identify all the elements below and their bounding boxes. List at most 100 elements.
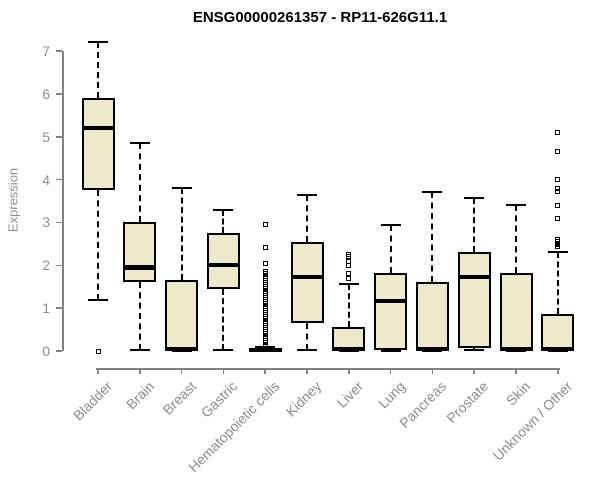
- median-line: [206, 263, 240, 268]
- y-tick-label: 0: [42, 343, 50, 359]
- median-line: [499, 347, 533, 352]
- upper-whisker: [473, 198, 476, 253]
- x-tick: [557, 368, 559, 374]
- outlier-point: [346, 275, 352, 281]
- outlier-point: [555, 215, 561, 221]
- upper-whisker: [431, 192, 434, 282]
- lower-whisker-cap: [380, 350, 401, 352]
- x-tick: [348, 368, 350, 374]
- y-tick-label: 6: [42, 85, 50, 102]
- box: [290, 241, 324, 324]
- lower-whisker-cap: [213, 348, 234, 351]
- upper-whisker: [97, 42, 99, 99]
- outlier-point: [262, 343, 268, 349]
- upper-whisker: [556, 252, 559, 315]
- y-tick: [56, 221, 62, 224]
- x-tick: [473, 368, 475, 374]
- outlier-point: [95, 348, 101, 354]
- x-tick: [515, 368, 517, 374]
- x-axis-line: [96, 368, 560, 370]
- upper-whisker-cap: [171, 187, 192, 190]
- outlier-point: [555, 149, 561, 155]
- x-tick: [389, 368, 392, 374]
- upper-whisker-cap: [338, 283, 359, 286]
- lower-whisker-cap: [129, 348, 150, 351]
- upper-whisker-cap: [422, 191, 443, 194]
- box: [541, 314, 575, 351]
- outlier-point: [262, 244, 268, 250]
- upper-whisker-cap: [380, 223, 401, 226]
- y-tick: [56, 350, 62, 352]
- lower-whisker: [306, 323, 308, 351]
- upper-whisker-cap: [506, 204, 526, 207]
- box: [123, 222, 157, 283]
- median-line: [123, 265, 157, 270]
- upper-whisker-cap: [464, 197, 485, 200]
- upper-whisker: [515, 205, 517, 273]
- median-line: [290, 275, 324, 280]
- y-tick-label: 7: [42, 43, 50, 60]
- median-line: [81, 125, 115, 131]
- y-tick: [56, 50, 62, 52]
- outlier-point: [555, 129, 561, 135]
- chart-title: ENSG00000261357 - RP11-626G11.1: [192, 9, 448, 26]
- upper-whisker-cap: [213, 208, 234, 211]
- median-line: [457, 275, 491, 280]
- box: [415, 281, 449, 351]
- upper-whisker: [138, 143, 141, 223]
- upper-whisker: [347, 284, 350, 328]
- y-tick: [56, 93, 62, 95]
- outlier-point: [346, 262, 352, 268]
- median-line: [248, 347, 282, 352]
- y-tick-label: 1: [42, 300, 50, 317]
- upper-whisker: [389, 224, 392, 274]
- lower-whisker: [138, 282, 141, 350]
- outlier-point: [555, 189, 561, 195]
- y-axis-line: [62, 51, 64, 351]
- x-tick: [180, 368, 183, 374]
- y-tick-label: 3: [42, 214, 50, 231]
- y-tick: [56, 307, 62, 309]
- outlier-point: [262, 222, 268, 228]
- outlier-point: [555, 243, 561, 249]
- box: [374, 273, 408, 351]
- upper-whisker-cap: [88, 41, 108, 44]
- x-tick: [97, 368, 99, 374]
- box: [81, 98, 115, 191]
- upper-whisker: [180, 188, 183, 281]
- box: [206, 233, 240, 289]
- upper-whisker-cap: [129, 142, 150, 145]
- y-tick-label: 5: [42, 128, 50, 145]
- lower-whisker-cap: [297, 349, 317, 352]
- box: [499, 273, 533, 351]
- median-line: [332, 347, 366, 352]
- median-line: [374, 298, 408, 304]
- upper-whisker-cap: [297, 194, 317, 197]
- x-tick: [222, 368, 225, 374]
- y-tick: [56, 264, 62, 267]
- lower-whisker: [97, 190, 99, 300]
- outlier-point: [555, 185, 561, 191]
- y-tick-label: 2: [42, 257, 50, 274]
- upper-whisker-cap: [547, 251, 568, 254]
- x-tick: [264, 368, 266, 374]
- outlier-point: [262, 260, 268, 266]
- x-tick: [139, 368, 141, 374]
- outlier-point: [555, 202, 561, 208]
- box: [165, 280, 199, 351]
- median-line: [415, 347, 449, 352]
- x-tick: [306, 368, 308, 374]
- median-line: [541, 347, 575, 352]
- y-tick: [56, 136, 62, 138]
- upper-whisker: [306, 195, 308, 242]
- y-tick: [56, 178, 62, 181]
- median-line: [165, 347, 199, 352]
- x-tick: [431, 368, 434, 374]
- outlier-point: [555, 177, 561, 183]
- upper-whisker: [222, 209, 225, 234]
- box: [457, 252, 491, 349]
- lower-whisker: [222, 288, 225, 350]
- lower-whisker-cap: [464, 349, 485, 352]
